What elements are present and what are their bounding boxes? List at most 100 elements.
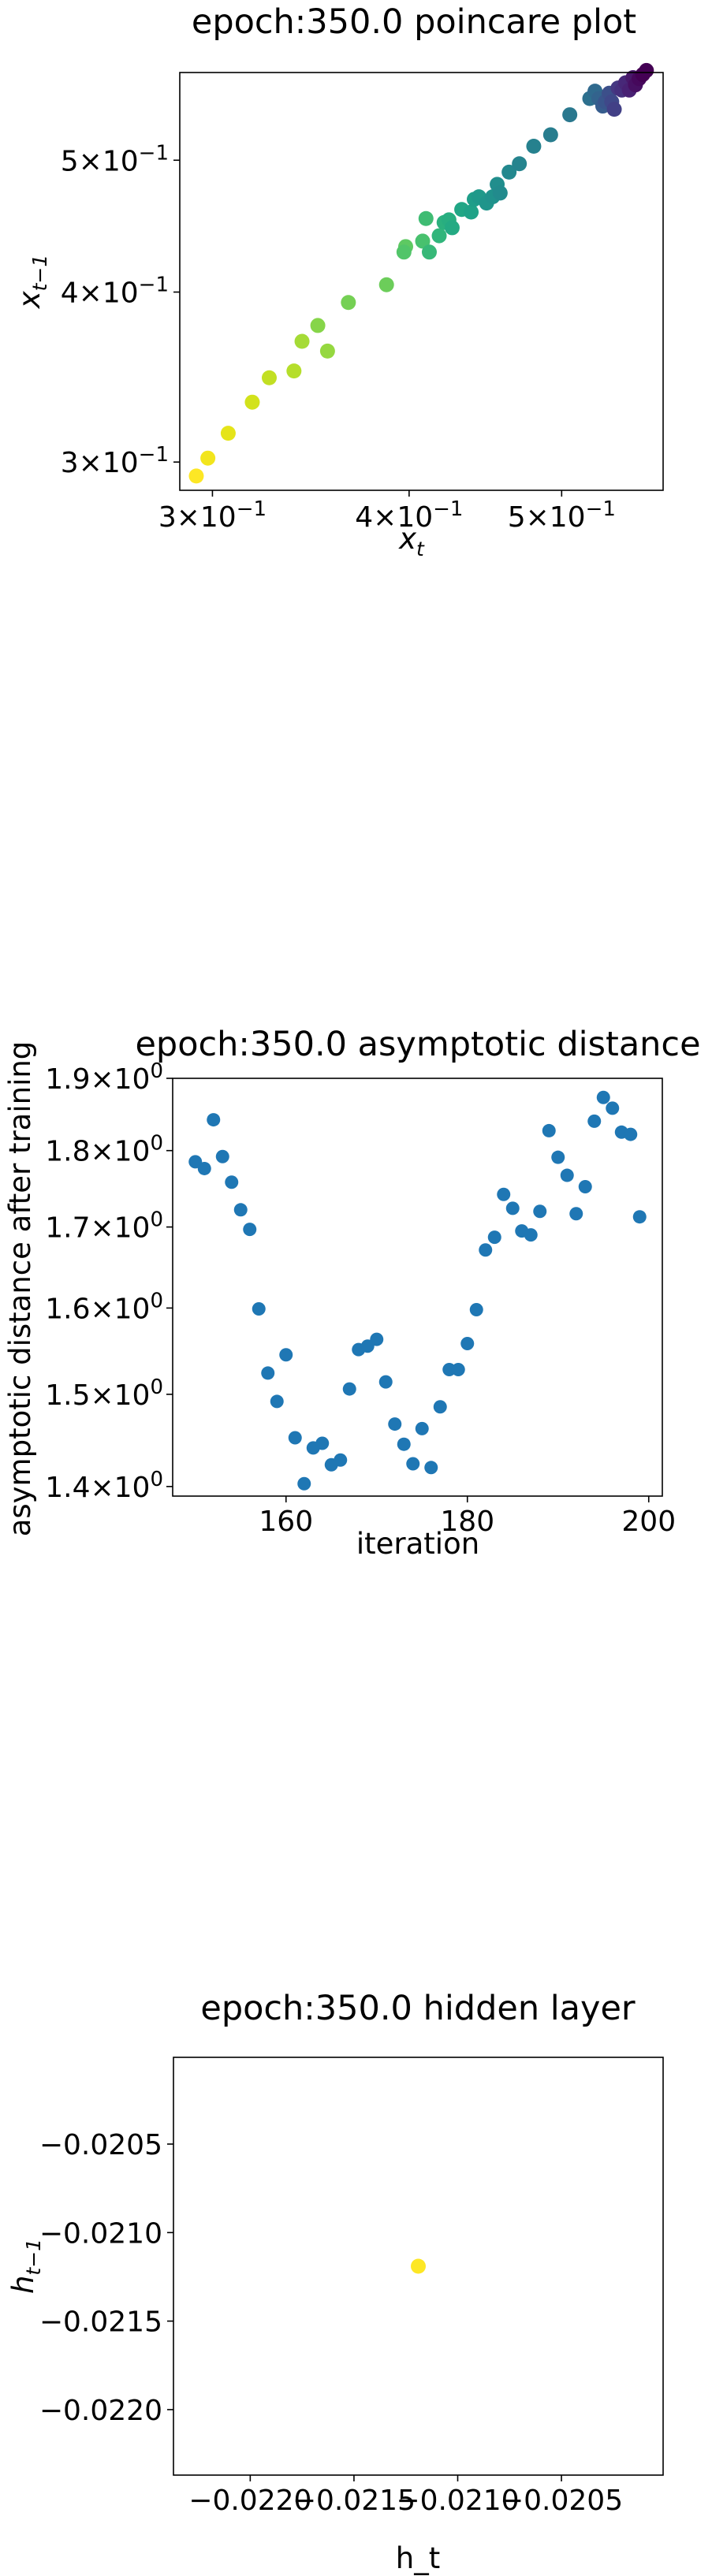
data-point — [596, 1090, 610, 1104]
chart-title: epoch:350.0 hidden layer — [200, 1989, 636, 2028]
x-axis-label: h_t — [396, 2541, 440, 2575]
data-point — [639, 62, 654, 78]
data-point — [460, 1337, 475, 1351]
y-tick-label: 1.9×100 — [45, 1059, 163, 1096]
x-axis-label-var: x — [398, 522, 417, 556]
data-point — [415, 233, 431, 249]
y-axis-label-sub: t−1 — [28, 255, 51, 292]
data-point — [315, 1436, 330, 1450]
data-point — [524, 1228, 538, 1242]
data-point — [542, 127, 558, 143]
data-point — [370, 1332, 384, 1346]
data-point — [342, 1382, 356, 1396]
data-point — [397, 1437, 411, 1451]
asymptotic-distance-chart: epoch:350.0 asymptotic distance 160 180 20… — [3, 1025, 701, 1561]
x-tick-label: −0.0205 — [500, 2485, 623, 2517]
plot-area-frame — [179, 72, 664, 491]
y-tick-label: 1.4×100 — [45, 1468, 163, 1504]
data-point — [492, 185, 508, 201]
plot-area-frame — [173, 2057, 664, 2476]
y-axis-label: asymptotic distance after training — [3, 1041, 37, 1537]
x-tick-label: 200 — [621, 1506, 676, 1538]
hidden-layer-points — [411, 2258, 426, 2274]
data-point — [244, 394, 260, 410]
data-point — [542, 1123, 556, 1137]
data-point — [341, 295, 356, 311]
y-tick-label: 1.6×100 — [45, 1289, 163, 1325]
data-point — [415, 1421, 429, 1435]
y-axis-ticks: −0.0205 −0.0210 −0.0215 −0.0220 — [39, 2129, 173, 2427]
data-point — [624, 1127, 638, 1141]
x-tick-label: 160 — [259, 1506, 313, 1538]
y-tick-label: 5×10−1 — [61, 141, 169, 177]
y-tick-label: 1.7×100 — [45, 1208, 163, 1245]
poincare-points — [188, 62, 654, 484]
data-point — [464, 204, 479, 220]
poincare-chart: epoch:350.0 poincare plot 3×10−1 4×10−1 5×… — [13, 2, 664, 560]
data-point — [497, 1187, 511, 1201]
data-point — [319, 343, 335, 359]
y-tick-label: −0.0220 — [39, 2395, 162, 2427]
x-tick-label: 180 — [440, 1506, 494, 1538]
data-point — [632, 1210, 647, 1224]
data-point — [220, 426, 236, 441]
x-tick-label: 3×10−1 — [158, 497, 267, 534]
data-point — [396, 244, 412, 260]
plot-area-frame — [172, 1078, 663, 1497]
data-point — [215, 1149, 229, 1163]
x-axis-label: iteration — [356, 1527, 479, 1561]
data-point — [421, 244, 437, 260]
data-point — [512, 156, 527, 172]
data-point — [606, 102, 622, 117]
x-axis-ticks: 3×10−1 4×10−1 5×10−1 — [158, 490, 616, 534]
data-point — [411, 2258, 426, 2274]
data-point — [286, 363, 302, 379]
y-axis-label-var: x — [13, 290, 47, 309]
data-point — [279, 1348, 293, 1362]
data-point — [188, 468, 204, 484]
y-axis-label-var: h — [6, 2276, 40, 2294]
data-point — [587, 1114, 602, 1128]
data-point — [243, 1223, 257, 1237]
data-point — [200, 450, 216, 466]
hidden-layer-chart: epoch:350.0 hidden layer −0.0220−0.0215−… — [6, 1989, 664, 2575]
data-point — [433, 1400, 447, 1414]
x-tick-label: 4×10−1 — [355, 497, 463, 534]
y-axis-ticks: 3×10−1 4×10−1 5×10−1 — [61, 141, 180, 479]
chart-title: epoch:350.0 asymptotic distance — [135, 1025, 700, 1064]
y-tick-label: 4×10−1 — [61, 274, 169, 310]
y-axis-label-sub: t−1 — [22, 2239, 45, 2276]
data-point — [388, 1417, 402, 1431]
data-point — [360, 1339, 375, 1353]
chart-title: epoch:350.0 poincare plot — [192, 2, 636, 42]
y-tick-label: −0.0205 — [39, 2129, 162, 2161]
data-point — [294, 333, 310, 349]
x-axis-ticks: 160 180 200 — [259, 1496, 676, 1538]
data-point — [479, 1243, 493, 1257]
data-point — [487, 1230, 501, 1245]
y-axis-ticks: 1.4×100 1.5×100 1.6×100 1.7×100 1.8×100 1.9×1… — [45, 1059, 173, 1504]
data-point — [270, 1394, 284, 1409]
x-tick-label: 5×10−1 — [508, 497, 616, 534]
data-point — [469, 1303, 483, 1317]
y-axis-label: xt−1 — [13, 255, 51, 310]
data-point — [334, 1453, 348, 1467]
x-tick-label: −0.0215 — [293, 2485, 416, 2517]
data-point — [551, 1150, 565, 1164]
x-tick-label: −0.0220 — [188, 2485, 311, 2517]
data-point — [418, 210, 434, 226]
data-point — [431, 228, 447, 244]
y-tick-label: 1.8×100 — [45, 1132, 163, 1168]
data-point — [252, 1301, 266, 1316]
data-point — [560, 1168, 574, 1182]
data-point — [261, 1366, 275, 1380]
x-axis-label-sub: t — [416, 538, 425, 560]
data-point — [310, 318, 326, 333]
distance-points — [188, 1090, 647, 1491]
data-point — [578, 1180, 592, 1194]
data-point — [225, 1175, 239, 1189]
data-point — [562, 107, 578, 123]
data-point — [451, 1362, 465, 1376]
data-point — [606, 1101, 620, 1115]
x-axis-label: xt — [398, 522, 425, 560]
